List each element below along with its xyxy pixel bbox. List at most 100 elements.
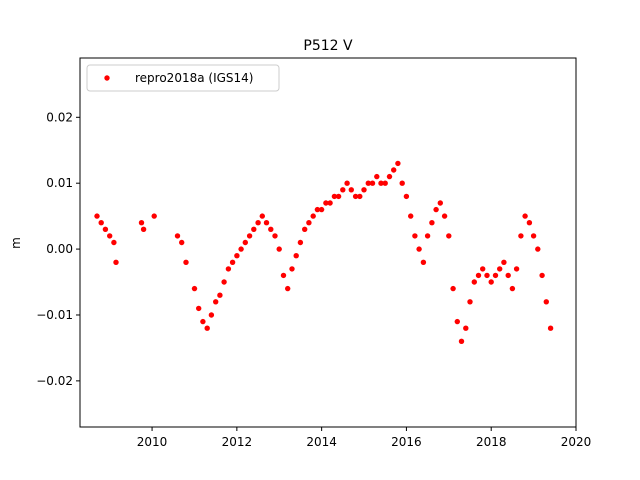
- y-tick-label: 0.02: [46, 110, 73, 124]
- data-point: [255, 220, 261, 226]
- data-point: [204, 325, 210, 331]
- data-point: [382, 180, 388, 186]
- data-point: [183, 259, 189, 265]
- data-point: [259, 213, 265, 219]
- data-point: [310, 213, 316, 219]
- x-tick-label: 2016: [391, 435, 422, 449]
- data-point: [488, 279, 494, 285]
- data-point: [526, 220, 533, 226]
- legend-box: [86, 64, 280, 92]
- data-point: [191, 285, 198, 292]
- data-point: [505, 272, 511, 279]
- data-point: [433, 206, 439, 213]
- data-point: [424, 233, 431, 239]
- data-point: [518, 233, 524, 239]
- data-point: [467, 299, 473, 305]
- data-point: [285, 285, 291, 292]
- data-point: [293, 253, 299, 259]
- data-point: [94, 213, 100, 219]
- plot-area-frame: [79, 57, 577, 428]
- data-point: [251, 226, 257, 232]
- data-point: [412, 233, 418, 239]
- data-point: [530, 233, 537, 239]
- data-point: [340, 187, 346, 193]
- data-point: [314, 206, 321, 213]
- legend-marker: [104, 75, 110, 81]
- data-point: [463, 325, 469, 331]
- data-point: [200, 318, 206, 325]
- data-points: [94, 160, 554, 344]
- legend: repro2018a (IGS14): [86, 64, 280, 92]
- data-point: [297, 239, 304, 246]
- data-point: [151, 213, 157, 219]
- data-point: [306, 220, 312, 226]
- data-point: [113, 259, 119, 265]
- data-point: [446, 233, 452, 239]
- data-point: [450, 285, 456, 292]
- data-point: [547, 325, 554, 331]
- data-point: [217, 292, 223, 298]
- data-point: [140, 226, 147, 232]
- data-point: [289, 266, 295, 272]
- data-point: [458, 338, 465, 344]
- data-point: [420, 259, 427, 265]
- data-point: [403, 193, 410, 200]
- data-point: [238, 246, 244, 252]
- data-point: [509, 285, 516, 292]
- data-point: [107, 233, 113, 239]
- data-point: [138, 220, 145, 226]
- data-point: [475, 272, 482, 279]
- data-point: [543, 299, 549, 305]
- data-point: [416, 246, 422, 252]
- data-point: [374, 173, 380, 180]
- y-tick-label: 0.01: [46, 176, 73, 190]
- data-point: [246, 233, 253, 239]
- data-point: [225, 266, 232, 272]
- data-point: [111, 239, 117, 246]
- data-point: [399, 180, 405, 186]
- data-point: [352, 193, 359, 200]
- data-point: [369, 180, 376, 186]
- x-axis: 2010 2012 2014 2016 2018 2020: [137, 427, 591, 449]
- data-point: [391, 167, 397, 173]
- data-point: [272, 233, 278, 239]
- x-tick-label: 2018: [476, 435, 507, 449]
- data-point: [454, 318, 460, 325]
- data-point: [365, 180, 371, 186]
- data-point: [335, 193, 342, 200]
- legend-entry: repro2018a (IGS14): [135, 71, 253, 85]
- data-point: [492, 272, 499, 279]
- y-axis: −0.02 −0.01 0.00 0.01 0.02: [36, 110, 80, 388]
- data-point: [501, 259, 507, 265]
- data-point: [208, 312, 215, 318]
- data-point: [196, 305, 202, 312]
- data-point: [539, 272, 545, 279]
- data-point: [280, 272, 287, 279]
- data-point: [484, 272, 490, 279]
- y-tick-label: 0.00: [46, 242, 73, 256]
- data-point: [395, 160, 401, 167]
- data-point: [98, 220, 104, 226]
- data-point: [441, 213, 448, 219]
- data-point: [327, 200, 333, 206]
- data-point: [213, 299, 219, 305]
- x-tick-label: 2010: [137, 435, 168, 449]
- data-point: [429, 220, 435, 226]
- chart-title: P512 V: [303, 38, 353, 54]
- data-point: [229, 259, 236, 265]
- data-point: [344, 180, 350, 186]
- data-point: [535, 246, 541, 252]
- data-point: [318, 206, 325, 213]
- data-point: [234, 253, 240, 259]
- data-point: [471, 279, 477, 285]
- data-point: [263, 220, 270, 226]
- data-point: [242, 239, 248, 246]
- y-tick-label: −0.02: [36, 374, 73, 388]
- data-point: [174, 233, 181, 239]
- data-point: [437, 200, 443, 206]
- data-point: [323, 200, 329, 206]
- data-point: [102, 226, 109, 232]
- data-point: [348, 187, 354, 193]
- data-point: [386, 173, 393, 180]
